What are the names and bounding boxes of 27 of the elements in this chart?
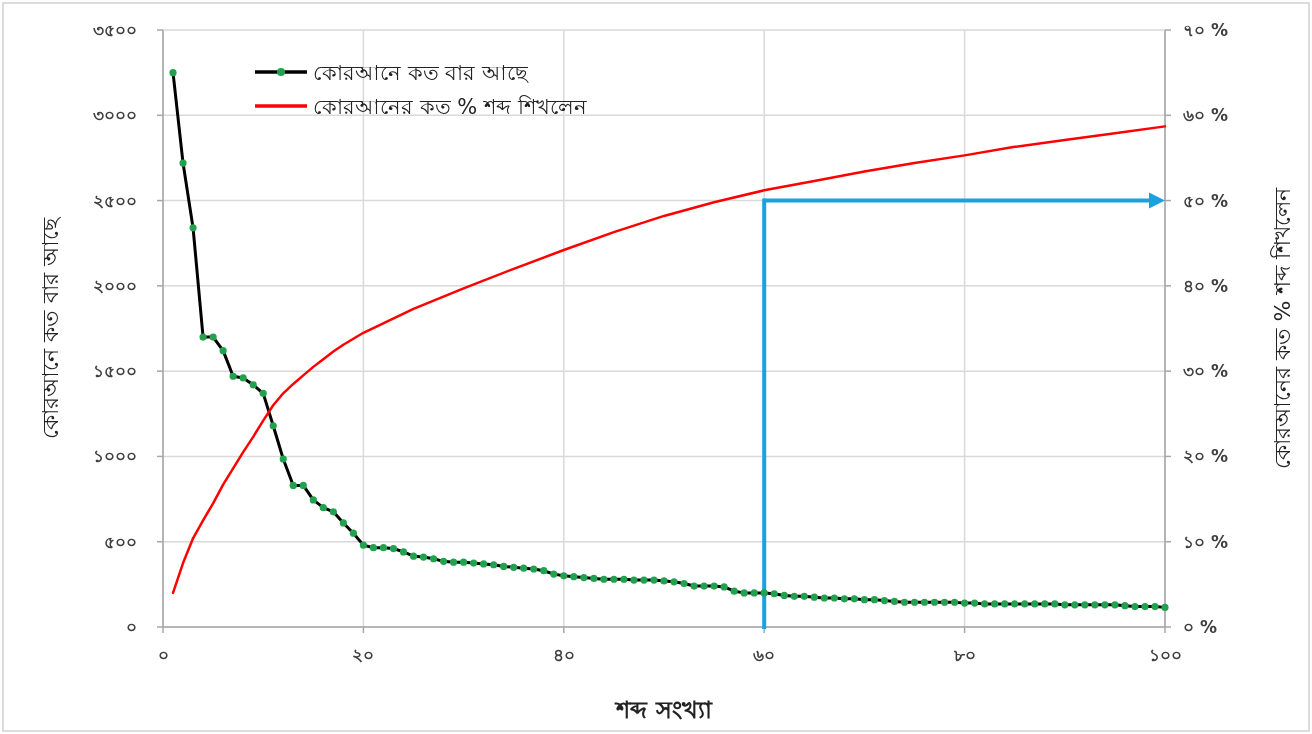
y2-tick-label: ০ % (1183, 617, 1217, 637)
y2-tick-label: ৬০ % (1183, 105, 1228, 126)
y-tick-label: ১৫০০ (93, 361, 137, 382)
y2-tick-label: ২০ % (1183, 446, 1228, 467)
x-tick-label: ৮০ (952, 645, 976, 665)
y-tick-label: ৩৫০০ (93, 20, 137, 40)
y-tick-label: ১০০০ (93, 446, 137, 467)
y2-axis-title: কোরআনের কত % শব্দ শিখলেন (1270, 186, 1295, 470)
y2-tick-label: ১০ % (1183, 531, 1228, 552)
x-tick-label: ৬০ (753, 645, 776, 665)
legend-label: কোরআনে কত বার আছে (313, 61, 530, 85)
x-axis-title: শব্দ সংখ্যা (614, 696, 713, 724)
x-tick-label: ০ (157, 645, 169, 665)
y2-tick-label: ৫০ % (1183, 190, 1228, 211)
x-tick-label: ১০০ (1148, 645, 1182, 665)
y-axis-title: কোরআনে কত বার আছে (38, 216, 63, 439)
y-tick-label: ৫০০ (104, 531, 137, 552)
x-tick-label: ৪০ (552, 645, 575, 665)
y2-tick-label: ৭০ % (1183, 20, 1228, 40)
y-tick-label: ২০০০ (93, 275, 137, 296)
y-tick-label: ২৫০০ (93, 190, 137, 211)
y2-tick-label: ৪০ % (1183, 275, 1228, 296)
legend-label: কোরআনের কত % শব্দ শিখলেন (313, 95, 587, 119)
y-tick-label: ০ (126, 617, 137, 637)
y2-tick-label: ৩০ % (1183, 361, 1228, 382)
y-tick-label: ৩০০০ (93, 105, 137, 126)
x-tick-label: ২০ (352, 645, 375, 665)
